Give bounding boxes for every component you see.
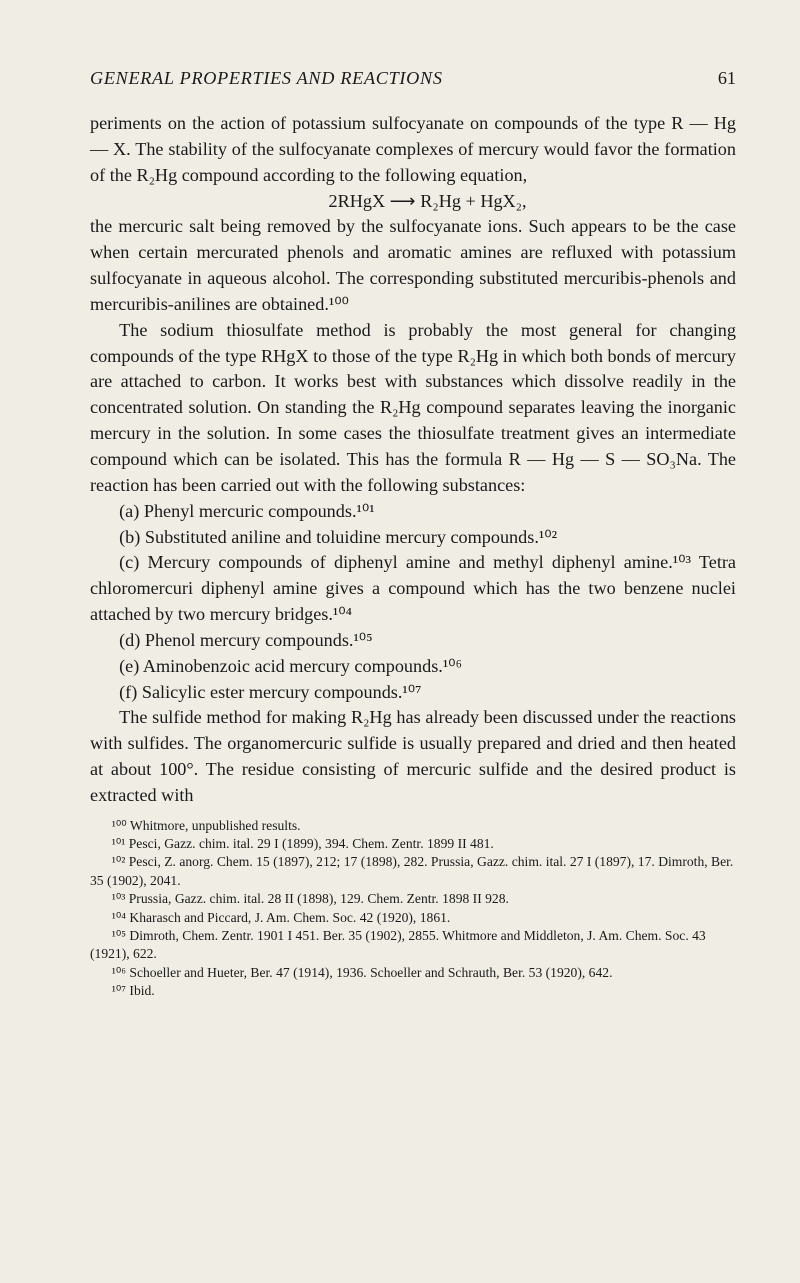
footnote-105: ¹⁰⁵ Dimroth, Chem. Zentr. 1901 I 451. Be… [90,927,736,964]
page-header: GENERAL PROPERTIES AND REACTIONS 61 [90,68,736,89]
page: GENERAL PROPERTIES AND REACTIONS 61 peri… [0,0,800,1283]
footnote-101: ¹⁰¹ Pesci, Gazz. chim. ital. 29 I (1899)… [90,835,736,853]
list-item-c: (c) Mercury compounds of diphenyl amine … [90,550,736,628]
running-title: GENERAL PROPERTIES AND REACTIONS [90,68,443,89]
list-item-a: (a) Phenyl mercuric compounds.¹⁰¹ [90,499,736,525]
footnote-103: ¹⁰³ Prussia, Gazz. chim. ital. 28 II (18… [90,890,736,908]
paragraph: periments on the action of potassium sul… [90,111,736,189]
footnote-106: ¹⁰⁶ Schoeller and Hueter, Ber. 47 (1914)… [90,964,736,982]
footnotes: ¹⁰⁰ Whitmore, unpublished results. ¹⁰¹ P… [90,817,736,1000]
footnote-102: ¹⁰² Pesci, Z. anorg. Chem. 15 (1897), 21… [90,853,736,890]
paragraph: the mercuric salt being removed by the s… [90,214,736,317]
paragraph: The sulfide method for making R₂Hg has a… [90,705,736,808]
list-item-b: (b) Substituted aniline and toluidine me… [90,525,736,551]
page-number: 61 [718,68,736,89]
list-item-f: (f) Salicylic ester mercury compounds.¹⁰… [90,680,736,706]
list-item-d: (d) Phenol mercury compounds.¹⁰⁵ [90,628,736,654]
list-item-e: (e) Aminobenzoic acid mercury compounds.… [90,654,736,680]
footnote-104: ¹⁰⁴ Kharasch and Piccard, J. Am. Chem. S… [90,909,736,927]
footnote-107: ¹⁰⁷ Ibid. [90,982,736,1000]
body-text: periments on the action of potassium sul… [90,111,736,809]
footnote-100: ¹⁰⁰ Whitmore, unpublished results. [90,817,736,835]
paragraph: The sodium thiosulfate method is probabl… [90,318,736,499]
equation: 2RHgX ⟶ R₂Hg + HgX₂, [90,189,736,215]
